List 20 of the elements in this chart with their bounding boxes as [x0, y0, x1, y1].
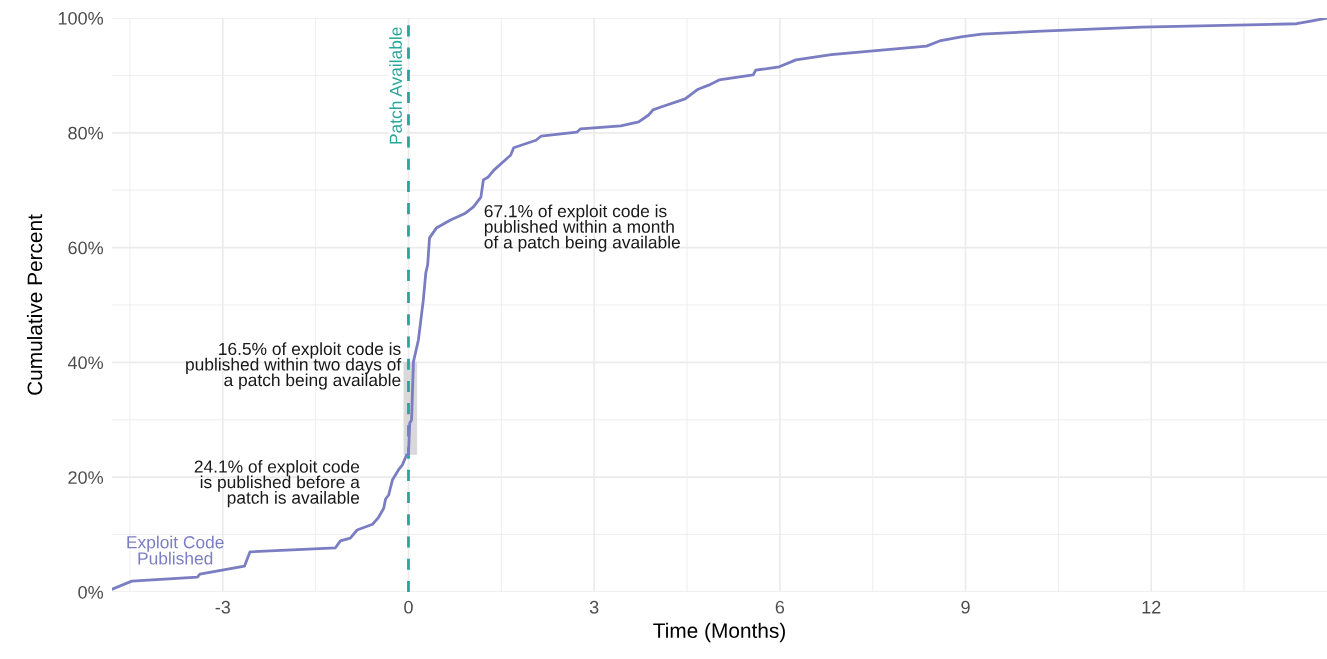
y-axis-title: Cumulative Percent — [26, 214, 43, 395]
y-tick-label: 100% — [58, 11, 104, 25]
line-series — [112, 18, 1327, 591]
x-tick-label: -3 — [215, 600, 231, 614]
x-tick-label: 12 — [1142, 600, 1161, 614]
annotation: 24.1% of exploit code is published before a patch is available — [194, 459, 360, 508]
series-label: Exploit Code Published — [127, 535, 224, 565]
y-tick-label: 80% — [68, 126, 104, 140]
x-tick-label: 6 — [775, 600, 785, 614]
x-tick-label: 3 — [589, 600, 599, 614]
y-tick-label: 60% — [68, 241, 104, 255]
x-tick-label: 9 — [961, 600, 970, 614]
x-axis-title: Time (Months) — [653, 622, 785, 643]
annotation: 67.1% of exploit code is published within a month of a patch being available — [484, 204, 680, 252]
annotation: 16.5% of exploit code is published within two days of a patch being available — [186, 342, 402, 390]
y-tick-label: 40% — [67, 356, 104, 370]
y-tick-label: 0% — [78, 585, 104, 599]
y-tick-label: 20% — [68, 471, 104, 484]
x-tick-label: 0 — [404, 600, 413, 614]
ref-line-label: Patch Available — [389, 27, 402, 144]
